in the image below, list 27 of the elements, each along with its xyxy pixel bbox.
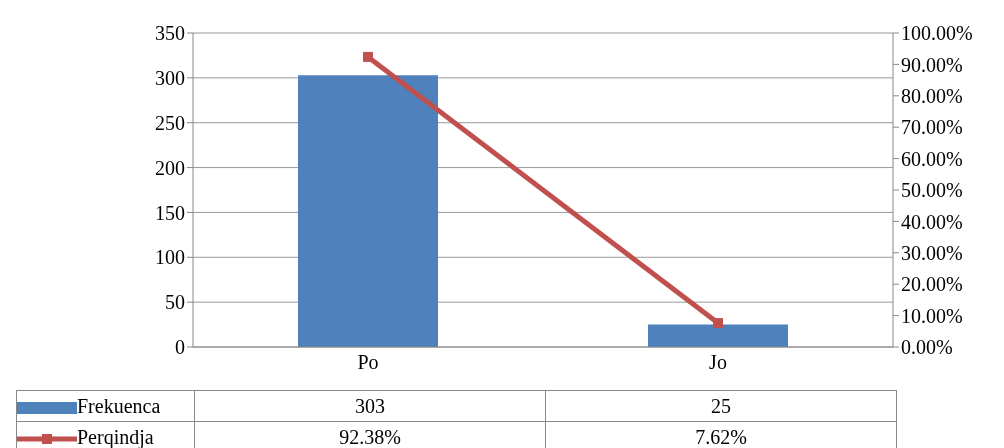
y2-tick-label: 40.00% <box>901 210 963 233</box>
y2-tick-label: 50.00% <box>901 179 963 202</box>
y-tick-label: 50 <box>165 291 185 314</box>
y-tick-label: 0 <box>175 336 185 359</box>
y2-tick-label: 100.00% <box>901 22 973 45</box>
legend-label: Perqindja <box>77 425 154 448</box>
y2-tick-label: 60.00% <box>901 147 963 170</box>
x-tick-label: Po <box>357 351 379 374</box>
x-tick-label: Jo <box>709 351 727 374</box>
y-tick-label: 300 <box>155 66 185 89</box>
y-tick-label: 100 <box>155 246 185 269</box>
y2-tick-label: 20.00% <box>901 273 963 296</box>
y2-tick-label: 90.00% <box>901 53 963 76</box>
y2-tick-label: 0.00% <box>901 336 953 359</box>
y2-tick-label: 10.00% <box>901 304 963 327</box>
data-label: 303 <box>194 390 546 422</box>
data-label: 92.38% <box>194 421 546 448</box>
y-tick-label: 150 <box>155 201 185 224</box>
y2-tick-label: 30.00% <box>901 241 963 264</box>
legend-label: Frekuenca <box>77 394 161 417</box>
data-label: 7.62% <box>545 421 897 448</box>
y-tick-label: 250 <box>155 111 185 134</box>
data-label: 25 <box>545 390 897 422</box>
y-tick-label: 200 <box>155 156 185 179</box>
y2-tick-label: 70.00% <box>901 116 963 139</box>
y-tick-label: 350 <box>155 22 185 45</box>
y2-tick-label: 80.00% <box>901 84 963 107</box>
